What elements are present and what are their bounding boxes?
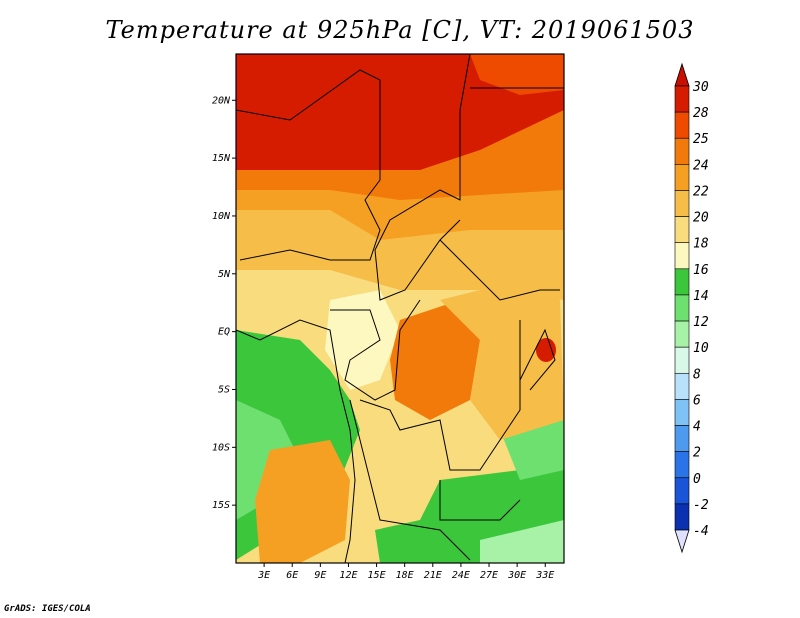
- colorbar-swatch: [674, 372, 690, 400]
- border-car-south-sudan: [439, 239, 560, 301]
- colorbar-label: 18: [693, 237, 709, 252]
- colorbar-label: 24: [693, 158, 709, 173]
- colorbar-swatch: [674, 164, 690, 191]
- y-axis: 20N 15N 10N 5N EQ 5S 10S 15S: [212, 95, 236, 511]
- x-axis: 3E 6E 9E 12E 15E 18E 21E 24E 27E 30E 33E: [257, 563, 554, 581]
- map-frame: [235, 53, 565, 564]
- y-tick-label: 10N: [212, 211, 231, 222]
- colorbar-label: -2: [693, 498, 709, 513]
- colorbar-label: 4: [693, 420, 701, 435]
- colorbar-swatch: [674, 425, 690, 452]
- border-zambia: [439, 480, 521, 521]
- colorbar-swatch: [674, 268, 690, 296]
- colorbar-swatch: [674, 190, 690, 217]
- colorbar-swatch: [674, 346, 690, 374]
- colorbar-swatch: [674, 451, 690, 479]
- y-tick-label: 15N: [212, 153, 231, 164]
- x-tick-label: 12E: [339, 570, 357, 581]
- grads-credit: GrADS: IGES/COLA: [4, 604, 91, 614]
- x-tick-label: 18E: [396, 570, 414, 581]
- colorbar-swatch: [674, 320, 690, 348]
- x-tick-label: 21E: [424, 570, 442, 581]
- colorbar-label: 2: [693, 446, 701, 461]
- colorbar-label: -4: [693, 524, 709, 539]
- border-niger-nigeria: [236, 69, 381, 261]
- border-gabon-congo: [330, 299, 421, 401]
- y-tick-label: 10S: [212, 442, 230, 453]
- field-north-red: [236, 54, 564, 170]
- x-tick-label: 27E: [480, 570, 498, 581]
- colorbar-label: 14: [693, 289, 709, 304]
- colorbar-label: 16: [693, 263, 709, 278]
- colorbar-label: 25: [693, 132, 709, 147]
- temperature-field: [236, 54, 564, 563]
- colorbar-label: 22: [693, 184, 709, 199]
- y-tick-label: 20N: [212, 95, 231, 106]
- y-tick-label: 5N: [218, 269, 231, 280]
- border-angola: [349, 399, 471, 561]
- x-tick-label: 6E: [286, 570, 298, 581]
- field-yelloworange-east: [440, 280, 564, 440]
- y-tick-label: 5S: [218, 384, 230, 395]
- colorbar-label: 8: [693, 367, 701, 382]
- x-tick-label: 15E: [368, 570, 386, 581]
- border-drc: [359, 320, 521, 471]
- colorbar-swatch: [674, 242, 690, 270]
- colorbar-swatch: [674, 85, 690, 113]
- field-palegreen-south: [480, 520, 564, 563]
- colorbar-label: 12: [693, 315, 709, 330]
- x-tick-label: 24E: [452, 570, 470, 581]
- colorbar-swatch: [674, 294, 690, 322]
- x-tick-label: 33E: [535, 570, 554, 581]
- colorbar-label: 10: [693, 341, 709, 356]
- border-chad-sudan: [374, 54, 471, 301]
- x-tick-label: 30E: [507, 570, 526, 581]
- field-paleyellow-congo: [325, 290, 400, 390]
- x-tick-label: 9E: [314, 570, 326, 581]
- field-orange-congo: [390, 300, 480, 420]
- colorbar-swatch: [674, 477, 690, 505]
- colorbar-label: 30: [692, 80, 709, 95]
- colorbar-bottom-cap: [674, 529, 690, 554]
- country-borders: [236, 54, 564, 563]
- x-tick-label: 3E: [257, 570, 270, 581]
- colorbar-label: 20: [693, 211, 709, 226]
- y-tick-label: 15S: [212, 500, 230, 511]
- coastline-west: [236, 319, 356, 563]
- field-north-east: [470, 54, 564, 95]
- colorbar-swatch: [674, 111, 690, 139]
- colorbar-label: 28: [693, 106, 709, 121]
- colorbar-label: 0: [693, 472, 701, 487]
- border-lake-region: [519, 328, 556, 391]
- colorbar-label: 6: [693, 393, 701, 408]
- colorbar-swatch: [674, 137, 690, 165]
- colorbar-swatch: [674, 399, 690, 426]
- y-tick-label: EQ: [218, 327, 230, 338]
- colorbar-swatch: [674, 216, 690, 244]
- colorbar-top-cap: [674, 62, 690, 87]
- field-orange-angola: [255, 440, 350, 563]
- colorbar-swatch: [674, 503, 690, 531]
- map-title: Temperature at 925hPa [C], VT: 201906150…: [105, 16, 695, 44]
- field-hotspot-east: [536, 338, 556, 362]
